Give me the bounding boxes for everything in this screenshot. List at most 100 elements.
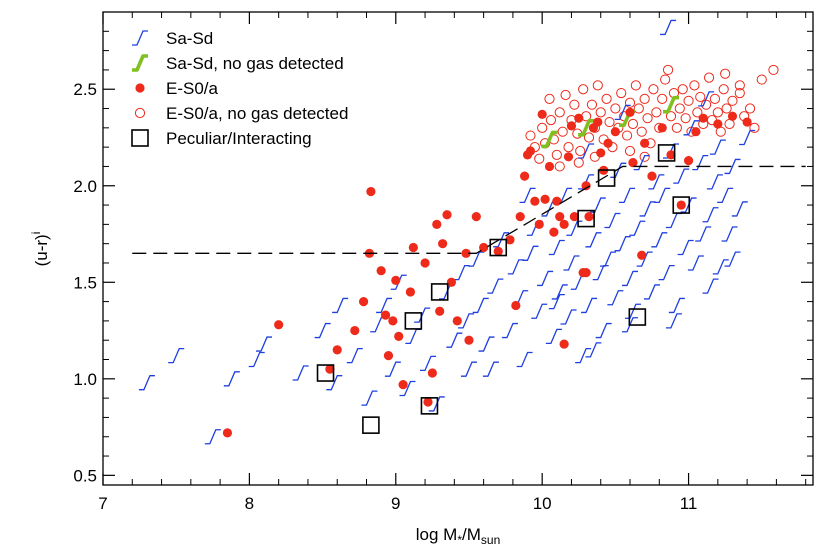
data-point-filled-circle xyxy=(380,310,391,320)
data-point-filled-circle xyxy=(581,268,591,278)
data-point-open-circle xyxy=(616,87,627,99)
data-point-spiral xyxy=(384,361,401,377)
data-point-open-circle xyxy=(621,130,633,141)
data-point-filled-circle xyxy=(446,277,457,287)
data-point-open-circle xyxy=(721,103,732,114)
data-point-filled-circle xyxy=(628,157,638,168)
data-point-spiral xyxy=(600,251,617,267)
data-point-filled-circle xyxy=(559,339,569,349)
data-point-open-circle xyxy=(604,116,615,128)
y-tick-label: 1.5 xyxy=(73,273,97,292)
data-point-open-circle xyxy=(569,99,580,110)
data-point-spiral xyxy=(724,158,741,175)
data-point-spiral xyxy=(578,143,595,159)
data-point-filled-circle xyxy=(596,148,606,158)
data-point-filled-circle xyxy=(691,127,701,137)
x-tick-label: 8 xyxy=(245,494,254,513)
data-point-open-circle xyxy=(642,113,653,124)
data-point-open-circle xyxy=(734,87,745,99)
data-point-open-circle xyxy=(557,126,568,137)
data-point-filled-circle xyxy=(683,156,694,166)
data-point-spiral xyxy=(614,236,631,252)
data-point-spiral xyxy=(446,332,463,348)
data-point-filled-circle xyxy=(493,246,503,256)
data-point-filled-circle xyxy=(534,219,544,229)
data-point-spiral xyxy=(507,259,524,275)
data-point-filled-circle xyxy=(358,296,369,307)
data-point-spiral xyxy=(138,375,155,391)
data-point-open-square xyxy=(420,397,439,415)
data-point-open-circle xyxy=(534,153,545,164)
x-tick-label: 11 xyxy=(680,494,698,513)
data-point-filled-circle xyxy=(530,196,540,206)
data-point-spiral xyxy=(537,270,554,287)
data-point-filled-circle xyxy=(222,428,233,438)
data-point-open-circle xyxy=(636,126,647,137)
data-point-filled-circle xyxy=(435,306,445,316)
legend-label: Sa-Sd xyxy=(166,29,213,48)
data-point-spiral xyxy=(223,371,240,387)
data-point-spiral xyxy=(560,309,577,325)
plot-frame xyxy=(102,11,814,486)
data-point-filled-circle xyxy=(479,242,489,253)
data-point-spiral xyxy=(665,212,682,229)
data-point-filled-circle xyxy=(555,212,565,222)
data-point-open-circle xyxy=(671,122,682,133)
legend-marker-spiral-thick xyxy=(132,54,148,72)
data-point-open-circle xyxy=(633,103,644,114)
data-point-filled-circle xyxy=(464,335,474,345)
data-point-spiral xyxy=(548,239,565,256)
data-point-open-circle xyxy=(692,107,703,118)
data-point-filled-circle xyxy=(471,212,481,222)
data-point-open-circle xyxy=(718,84,729,95)
data-point-spiral xyxy=(575,347,592,364)
x-tick-label: 9 xyxy=(391,494,400,513)
data-point-filled-circle xyxy=(520,171,530,181)
data-point-spiral xyxy=(724,251,741,267)
data-point-spiral xyxy=(654,187,671,204)
data-point-filled-circle xyxy=(391,275,401,285)
data-point-spiral xyxy=(717,187,734,204)
y-tick-label: 2.5 xyxy=(73,80,97,99)
data-point-spiral xyxy=(629,220,646,236)
data-point-filled-circle xyxy=(549,227,559,237)
data-point-spiral xyxy=(592,264,609,281)
data-point-filled-circle xyxy=(742,117,752,127)
data-point-spiral xyxy=(376,297,393,314)
data-point-filled-circle xyxy=(637,250,647,260)
legend-marker-spiral xyxy=(132,30,148,46)
data-point-filled-circle xyxy=(420,258,430,268)
legend-label: Sa-Sd, no gas detected xyxy=(166,54,344,73)
y-tick-label: 1.0 xyxy=(73,370,97,389)
data-point-spiral xyxy=(516,351,533,368)
data-point-spiral xyxy=(607,290,624,306)
data-point-spiral xyxy=(519,187,536,204)
data-point-spiral xyxy=(361,390,378,406)
data-point-spiral xyxy=(692,154,709,171)
data-point-open-circle xyxy=(709,93,721,104)
data-point-filled-circle xyxy=(350,325,360,336)
data-point-open-circle xyxy=(595,107,606,118)
data-point-filled-circle xyxy=(438,239,448,249)
data-point-spiral xyxy=(585,232,602,248)
data-point-spiral xyxy=(522,245,539,261)
data-point-filled-circle xyxy=(515,212,525,222)
data-point-filled-circle xyxy=(537,109,547,119)
data-point-spiral xyxy=(419,355,436,372)
legend-marker-open-circle xyxy=(134,107,146,119)
data-point-filled-circle xyxy=(511,300,521,311)
data-point-spiral xyxy=(622,270,639,287)
data-point-open-circle xyxy=(551,149,562,160)
data-point-spiral xyxy=(604,212,621,229)
data-point-spiral xyxy=(660,19,677,36)
data-point-open-circle xyxy=(563,142,574,153)
data-point-spiral xyxy=(346,347,363,364)
legend: Sa-Sd Sa-Sd, no gas detected E-S0/a E-S0/a,… xyxy=(131,29,348,148)
data-point-open-circle xyxy=(677,84,688,95)
data-point-filled-circle xyxy=(405,287,416,297)
data-point-spiral xyxy=(292,365,309,381)
data-point-filled-circle xyxy=(657,123,667,133)
data-point-open-circle xyxy=(683,95,694,106)
